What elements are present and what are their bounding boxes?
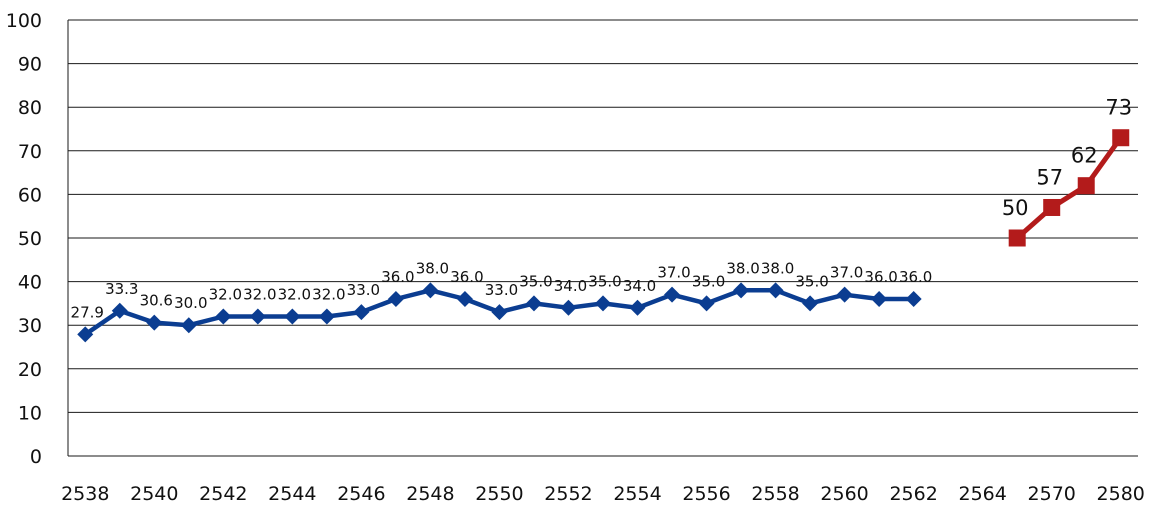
data-point <box>1112 129 1130 147</box>
y-tick-label: 100 <box>6 10 42 32</box>
data-label: 62 <box>1071 144 1098 168</box>
data-label: 32.0 <box>312 285 345 303</box>
data-point <box>387 291 404 308</box>
data-label: 38.0 <box>416 259 449 277</box>
data-point <box>664 286 681 303</box>
data-point <box>905 291 922 308</box>
data-point <box>836 286 853 303</box>
data-label: 50 <box>1002 196 1029 220</box>
data-label: 35.0 <box>519 272 552 290</box>
x-tick-label: 2564 <box>958 483 1006 505</box>
data-label: 32.0 <box>278 285 311 303</box>
data-label: 73 <box>1105 96 1132 120</box>
data-label: 36.0 <box>381 268 414 286</box>
data-point <box>111 302 128 319</box>
series-line-2 <box>1015 136 1123 240</box>
data-point <box>77 326 94 343</box>
y-tick-label: 70 <box>18 141 42 163</box>
data-point <box>802 295 819 312</box>
data-label: 36.0 <box>450 268 483 286</box>
data-label: 37.0 <box>830 264 863 282</box>
data-label: 38.0 <box>726 259 759 277</box>
data-label: 27.9 <box>71 303 104 321</box>
y-tick-label: 10 <box>18 402 42 424</box>
data-label: 36.0 <box>864 268 897 286</box>
data-label: 33.3 <box>105 280 138 298</box>
data-point <box>249 308 266 325</box>
x-tick-label: 2562 <box>889 483 937 505</box>
data-label: 36.0 <box>899 268 932 286</box>
data-label: 34.0 <box>554 277 587 295</box>
x-tick-label: 2538 <box>61 483 109 505</box>
data-point <box>595 295 611 312</box>
y-tick-label: 40 <box>18 272 42 294</box>
y-tick-label: 60 <box>18 184 42 206</box>
data-label: 38.0 <box>761 259 794 277</box>
data-label: 30.6 <box>140 292 173 310</box>
data-label: 37.0 <box>657 264 690 282</box>
data-point <box>1043 198 1061 216</box>
y-tick-label: 0 <box>30 446 42 468</box>
data-label: 32.0 <box>209 285 242 303</box>
data-point <box>629 299 646 316</box>
x-tick-label: 2558 <box>751 483 799 505</box>
y-tick-label: 80 <box>18 97 42 119</box>
y-tick-label: 90 <box>18 54 42 76</box>
x-tick-label: 2556 <box>682 483 730 505</box>
x-tick-label: 2570 <box>1028 483 1076 505</box>
x-tick-label: 2580 <box>1097 483 1145 505</box>
data-label: 32.0 <box>243 285 276 303</box>
x-tick-label: 2546 <box>337 483 385 505</box>
series-layer <box>77 129 1130 343</box>
y-axis-ticks: 0 10 20 30 40 50 60 70 80 90 100 <box>6 10 42 468</box>
data-point <box>215 308 232 325</box>
data-point <box>871 291 888 308</box>
data-point <box>560 299 577 316</box>
x-tick-label: 2552 <box>544 483 592 505</box>
data-point <box>767 282 784 299</box>
x-tick-label: 2542 <box>199 483 247 505</box>
data-label: 35.0 <box>692 272 725 290</box>
x-tick-label: 2550 <box>475 483 523 505</box>
data-label: 33.0 <box>485 281 518 299</box>
data-point <box>284 308 301 325</box>
data-label: 30.0 <box>174 294 207 312</box>
data-point <box>525 295 542 312</box>
data-point <box>180 317 197 334</box>
data-point <box>318 308 335 325</box>
x-tick-label: 2560 <box>820 483 868 505</box>
x-axis-ticks: 2538 2540 2542 2544 2546 2548 2550 2552 2554 2556… <box>61 483 1145 505</box>
x-tick-label: 2540 <box>130 483 178 505</box>
gridlines <box>67 19 1138 457</box>
x-tick-label: 2548 <box>406 483 454 505</box>
data-point <box>456 291 473 308</box>
data-point <box>491 304 508 321</box>
y-tick-label: 20 <box>18 359 42 381</box>
data-label: 33.0 <box>347 281 380 299</box>
data-point <box>1077 177 1095 195</box>
data-label: 35.0 <box>795 272 828 290</box>
x-tick-label: 2544 <box>268 483 316 505</box>
data-point <box>146 314 163 331</box>
data-labels: 27.933.330.6 30.0 32.0 32.0 32.0 32.0 33.036.0… <box>71 96 1133 322</box>
data-point <box>422 282 439 299</box>
data-label: 57 <box>1036 165 1063 189</box>
data-label: 34.0 <box>623 277 656 295</box>
y-tick-label: 30 <box>18 315 42 337</box>
x-tick-label: 2554 <box>613 483 661 505</box>
data-point <box>353 304 370 321</box>
data-label: 35.0 <box>588 272 621 290</box>
data-point <box>733 282 750 299</box>
y-tick-label: 50 <box>18 228 42 250</box>
data-point <box>1008 229 1026 247</box>
data-point <box>698 295 715 312</box>
